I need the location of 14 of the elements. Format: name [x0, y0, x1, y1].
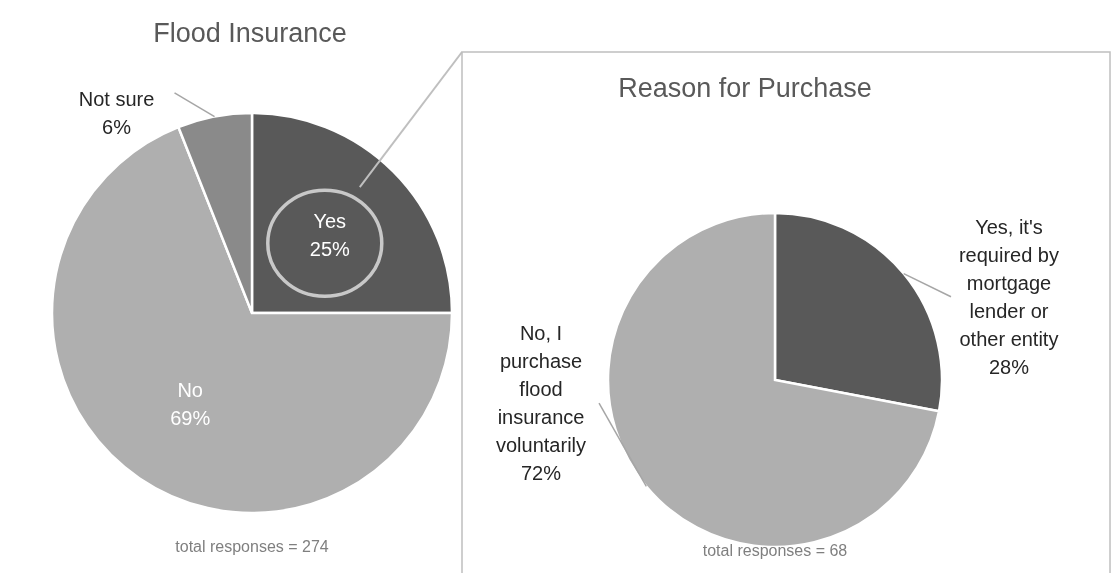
text: total responses = 68 [702, 542, 848, 559]
chart-title: Flood Insurance [153, 18, 347, 48]
data-label: 6% [102, 115, 132, 138]
slice-label: Not sure [78, 87, 155, 110]
slice-label: No [177, 378, 203, 401]
text: total responses = 274 [175, 538, 329, 555]
slice-label: Yes, it's required by mortgage lender or other entity [958, 215, 1059, 350]
data-label: 72% [521, 462, 562, 485]
data-label: 69% [170, 406, 211, 429]
chart-title: Reason for Purchase [618, 73, 872, 103]
slice-label: Yes [313, 210, 347, 233]
data-label: 28% [988, 355, 1030, 378]
slice-label: No, I purchase flood insurance voluntarily [496, 322, 587, 457]
data-label: 25% [309, 238, 351, 261]
